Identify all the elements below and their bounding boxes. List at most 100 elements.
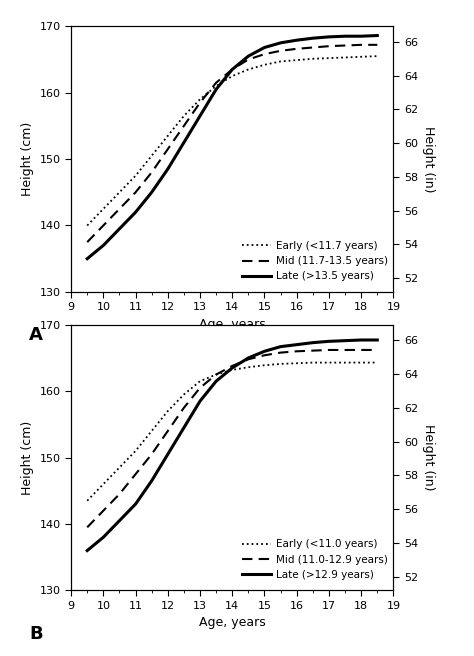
Early (<11.7 years) — [165, 132, 171, 140]
Mid (11.7-13.5 years) — [326, 42, 332, 50]
Early (<11.0 years) — [117, 464, 122, 472]
Mid (11.0-12.9 years) — [197, 384, 203, 392]
Late (>13.5 years) — [246, 52, 251, 60]
Late (>13.5 years) — [197, 112, 203, 120]
Mid (11.7-13.5 years) — [358, 41, 364, 49]
Early (<11.0 years) — [133, 447, 138, 455]
Early (<11.7 years) — [149, 152, 155, 159]
Mid (11.7-13.5 years) — [262, 51, 267, 58]
Early (<11.0 years) — [294, 359, 300, 367]
Late (>12.9 years) — [262, 347, 267, 355]
Early (<11.0 years) — [149, 427, 155, 435]
Early (<11.7 years) — [84, 222, 90, 230]
Late (>12.9 years) — [294, 340, 300, 348]
Mid (11.0-12.9 years) — [262, 352, 267, 359]
Early (<11.0 years) — [84, 497, 90, 504]
Mid (11.7-13.5 years) — [294, 45, 300, 52]
Late (>13.5 years) — [165, 165, 171, 173]
Mid (11.0-12.9 years) — [342, 346, 348, 354]
Late (>13.5 years) — [294, 36, 300, 44]
Line: Early (<11.0 years): Early (<11.0 years) — [87, 363, 377, 501]
Early (<11.7 years) — [294, 56, 300, 64]
Y-axis label: Height (in): Height (in) — [422, 126, 435, 192]
Late (>13.5 years) — [133, 208, 138, 216]
X-axis label: Age, years: Age, years — [199, 617, 265, 629]
Late (>12.9 years) — [326, 337, 332, 345]
Late (>12.9 years) — [84, 546, 90, 554]
Late (>13.5 years) — [229, 66, 235, 73]
Mid (11.7-13.5 years) — [374, 41, 380, 49]
Late (>13.5 years) — [358, 32, 364, 40]
Early (<11.7 years) — [310, 55, 316, 63]
Late (>13.5 years) — [262, 43, 267, 51]
Early (<11.0 years) — [310, 359, 316, 367]
Late (>12.9 years) — [374, 336, 380, 344]
Early (<11.7 years) — [326, 54, 332, 62]
Early (<11.7 years) — [213, 82, 219, 90]
Late (>13.5 years) — [278, 39, 283, 47]
Early (<11.0 years) — [100, 480, 106, 488]
Mid (11.7-13.5 years) — [165, 145, 171, 153]
Mid (11.0-12.9 years) — [117, 490, 122, 498]
Late (>12.9 years) — [165, 450, 171, 458]
Mid (11.7-13.5 years) — [149, 169, 155, 176]
Early (<11.7 years) — [100, 205, 106, 213]
Late (>13.5 years) — [374, 31, 380, 39]
Mid (11.0-12.9 years) — [100, 506, 106, 514]
Text: B: B — [29, 625, 43, 643]
Late (>13.5 years) — [84, 255, 90, 262]
Late (>13.5 years) — [213, 85, 219, 93]
Early (<11.0 years) — [197, 377, 203, 385]
Late (>13.5 years) — [149, 188, 155, 196]
Late (>13.5 years) — [342, 32, 348, 40]
Mid (11.0-12.9 years) — [246, 356, 251, 363]
Early (<11.7 years) — [229, 72, 235, 80]
Early (<11.7 years) — [262, 61, 267, 69]
Mid (11.0-12.9 years) — [165, 427, 171, 435]
Late (>12.9 years) — [117, 517, 122, 525]
Mid (11.7-13.5 years) — [84, 238, 90, 246]
Early (<11.0 years) — [358, 359, 364, 367]
Late (>12.9 years) — [149, 477, 155, 485]
Mid (11.7-13.5 years) — [229, 66, 235, 73]
Y-axis label: Height (cm): Height (cm) — [21, 122, 34, 196]
Line: Mid (11.0-12.9 years): Mid (11.0-12.9 years) — [87, 350, 377, 527]
Early (<11.7 years) — [117, 188, 122, 196]
Late (>13.5 years) — [100, 241, 106, 249]
Early (<11.7 years) — [133, 172, 138, 180]
Late (>12.9 years) — [197, 397, 203, 405]
Mid (11.7-13.5 years) — [342, 41, 348, 49]
Legend: Early (<11.7 years), Mid (11.7-13.5 years), Late (>13.5 years): Early (<11.7 years), Mid (11.7-13.5 year… — [242, 241, 388, 281]
Late (>12.9 years) — [246, 354, 251, 362]
Mid (11.0-12.9 years) — [358, 346, 364, 354]
Early (<11.0 years) — [278, 360, 283, 368]
Early (<11.7 years) — [181, 112, 187, 120]
Late (>12.9 years) — [213, 377, 219, 385]
Mid (11.0-12.9 years) — [294, 347, 300, 355]
Early (<11.0 years) — [181, 390, 187, 398]
Line: Mid (11.7-13.5 years): Mid (11.7-13.5 years) — [87, 45, 377, 242]
Mid (11.7-13.5 years) — [181, 122, 187, 130]
Late (>12.9 years) — [229, 364, 235, 372]
Early (<11.7 years) — [342, 54, 348, 62]
Late (>12.9 years) — [278, 342, 283, 350]
Line: Late (>12.9 years): Late (>12.9 years) — [87, 340, 377, 550]
Y-axis label: Height (in): Height (in) — [422, 424, 435, 491]
Mid (11.7-13.5 years) — [310, 43, 316, 51]
Mid (11.0-12.9 years) — [374, 346, 380, 354]
Early (<11.0 years) — [229, 366, 235, 374]
Late (>13.5 years) — [117, 225, 122, 233]
Mid (11.0-12.9 years) — [310, 346, 316, 354]
Legend: Early (<11.0 years), Mid (11.0-12.9 years), Late (>12.9 years): Early (<11.0 years), Mid (11.0-12.9 year… — [242, 539, 388, 580]
Late (>12.9 years) — [133, 500, 138, 508]
Early (<11.7 years) — [197, 95, 203, 103]
Mid (11.7-13.5 years) — [246, 56, 251, 64]
Early (<11.0 years) — [165, 407, 171, 415]
Late (>13.5 years) — [326, 33, 332, 41]
Early (<11.0 years) — [246, 363, 251, 371]
Early (<11.7 years) — [246, 66, 251, 73]
Mid (11.0-12.9 years) — [181, 404, 187, 412]
Early (<11.0 years) — [374, 359, 380, 367]
Mid (11.7-13.5 years) — [197, 98, 203, 106]
Late (>12.9 years) — [181, 424, 187, 432]
